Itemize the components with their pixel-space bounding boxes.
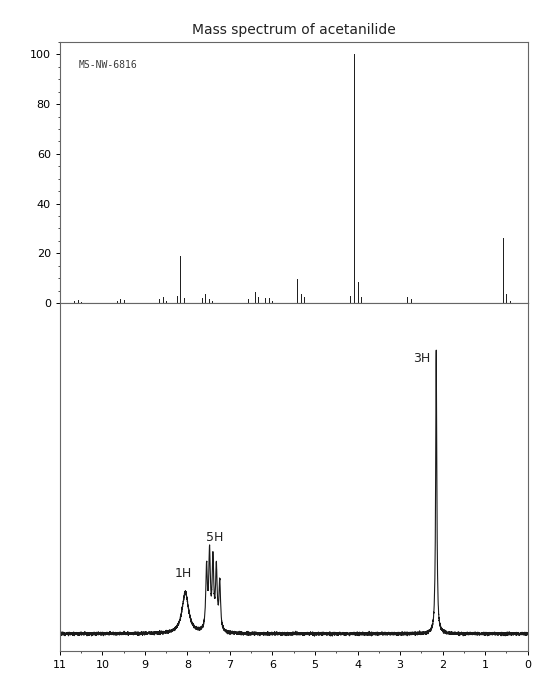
Text: 5H: 5H: [206, 531, 223, 544]
X-axis label: Proton Spectrum of acetanilide: Proton Spectrum of acetanilide: [186, 330, 401, 344]
Text: MS-NW-6816: MS-NW-6816: [78, 60, 137, 70]
Title: Mass spectrum of acetanilide: Mass spectrum of acetanilide: [192, 22, 395, 36]
Text: 1H: 1H: [175, 568, 192, 580]
Text: 3H: 3H: [413, 352, 430, 365]
